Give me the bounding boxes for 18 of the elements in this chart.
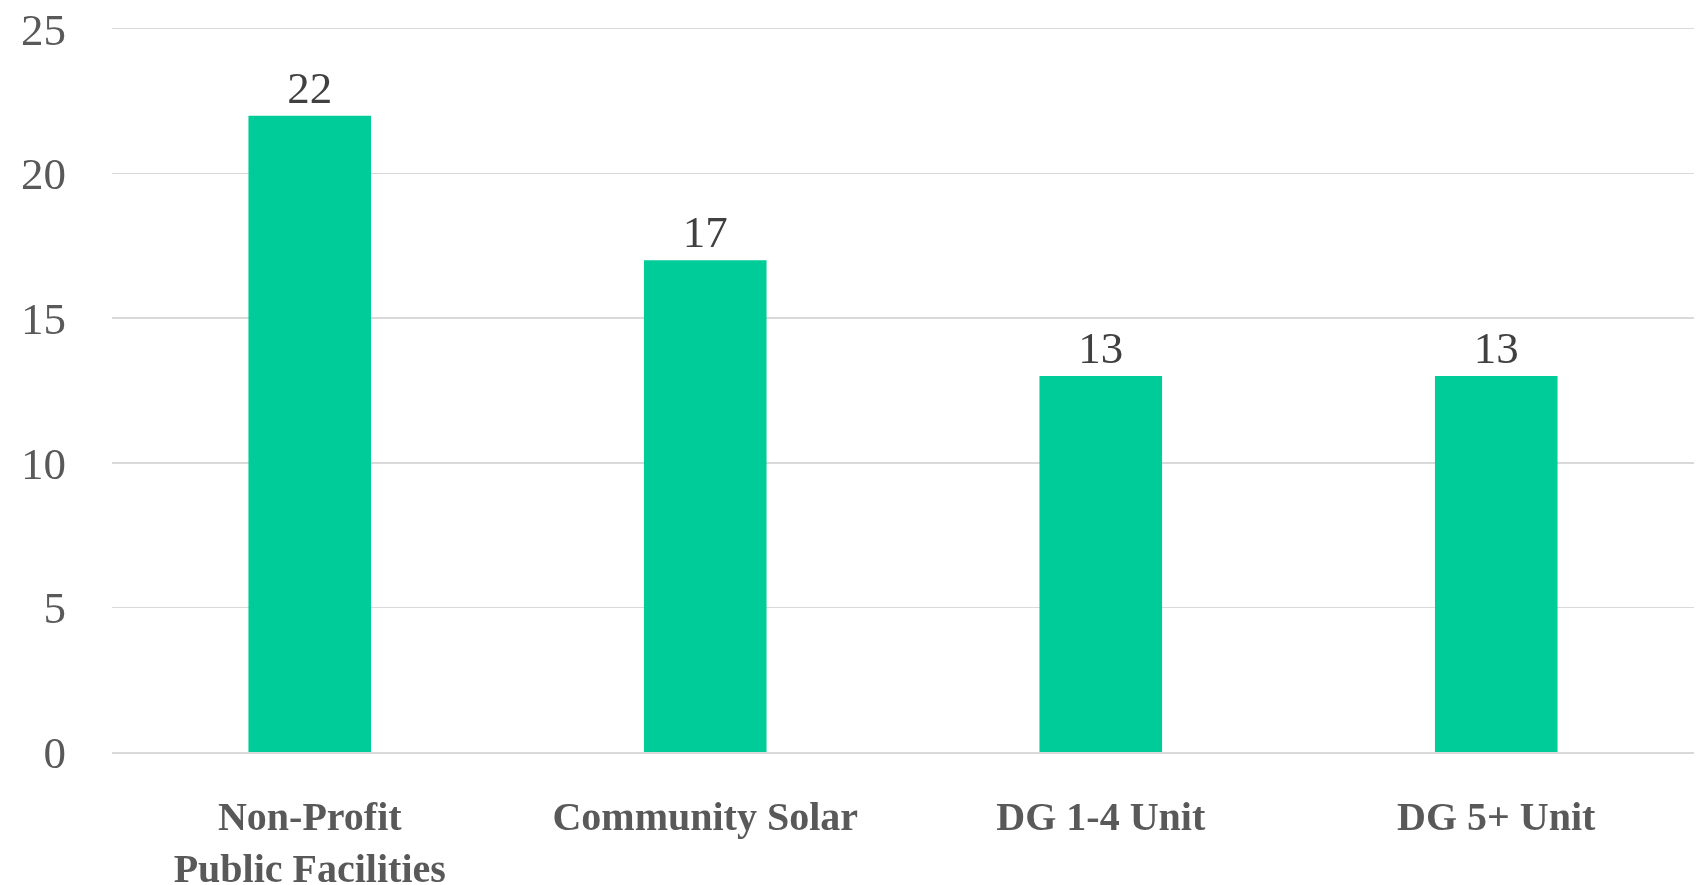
x-tick-label: Community Solar: [552, 793, 859, 839]
x-tick-label: DG 5+ Unit: [1397, 793, 1597, 839]
data-label: 13: [1473, 323, 1519, 374]
y-tick-label: 15: [21, 293, 66, 344]
y-tick-label: 20: [21, 149, 66, 200]
data-label: 17: [682, 207, 728, 258]
y-tick-label: 5: [43, 583, 66, 634]
bar: [1039, 376, 1163, 752]
bar: [248, 115, 372, 752]
y-tick-label: 0: [43, 727, 66, 778]
x-tick-label: Non-Profit Public Facilities: [173, 793, 446, 885]
y-tick-label: 10: [21, 438, 66, 489]
bar: [643, 260, 767, 752]
y-tick-label: 25: [21, 4, 66, 55]
data-label: 13: [1078, 323, 1124, 374]
x-tick-label: DG 1-4 Unit: [996, 793, 1206, 839]
bar: [1434, 376, 1558, 752]
data-label: 22: [287, 62, 333, 113]
